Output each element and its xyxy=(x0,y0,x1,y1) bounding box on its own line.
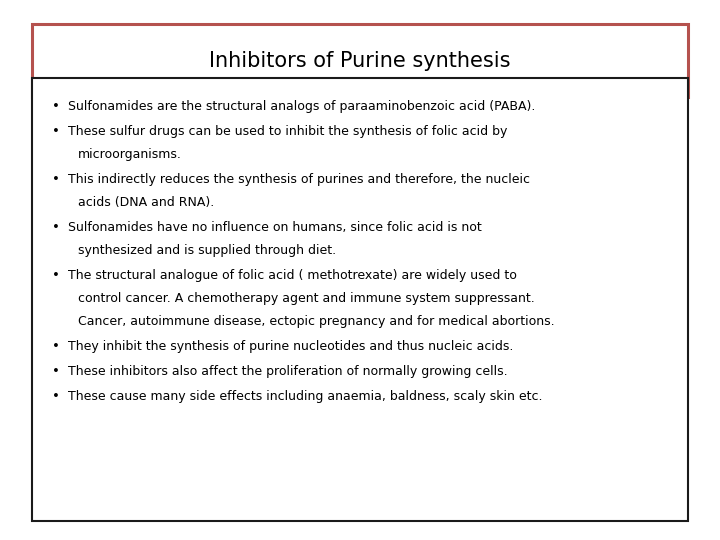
Text: •: • xyxy=(52,269,60,282)
FancyBboxPatch shape xyxy=(32,78,688,521)
Text: These sulfur drugs can be used to inhibit the synthesis of folic acid by: These sulfur drugs can be used to inhibi… xyxy=(68,125,508,138)
Text: They inhibit the synthesis of purine nucleotides and thus nucleic acids.: They inhibit the synthesis of purine nuc… xyxy=(68,340,514,353)
Text: These inhibitors also affect the proliferation of normally growing cells.: These inhibitors also affect the prolife… xyxy=(68,365,508,378)
Text: Cancer, autoimmune disease, ectopic pregnancy and for medical abortions.: Cancer, autoimmune disease, ectopic preg… xyxy=(78,315,554,328)
Text: •: • xyxy=(52,100,60,113)
Text: These cause many side effects including anaemia, baldness, scaly skin etc.: These cause many side effects including … xyxy=(68,390,543,403)
Text: •: • xyxy=(52,173,60,186)
Text: •: • xyxy=(52,221,60,234)
Text: •: • xyxy=(52,390,60,403)
Text: •: • xyxy=(52,365,60,378)
Text: •: • xyxy=(52,340,60,353)
FancyBboxPatch shape xyxy=(32,24,688,97)
Text: microorganisms.: microorganisms. xyxy=(78,148,181,161)
Text: Sulfonamides are the structural analogs of paraaminobenzoic acid (PABA).: Sulfonamides are the structural analogs … xyxy=(68,100,536,113)
Text: Inhibitors of Purine synthesis: Inhibitors of Purine synthesis xyxy=(210,51,510,71)
Text: synthesized and is supplied through diet.: synthesized and is supplied through diet… xyxy=(78,244,336,257)
Text: •: • xyxy=(52,125,60,138)
Text: acids (DNA and RNA).: acids (DNA and RNA). xyxy=(78,196,214,209)
Text: This indirectly reduces the synthesis of purines and therefore, the nucleic: This indirectly reduces the synthesis of… xyxy=(68,173,531,186)
Text: The structural analogue of folic acid ( methotrexate) are widely used to: The structural analogue of folic acid ( … xyxy=(68,269,517,282)
Text: control cancer. A chemotherapy agent and immune system suppressant.: control cancer. A chemotherapy agent and… xyxy=(78,292,534,305)
Text: Sulfonamides have no influence on humans, since folic acid is not: Sulfonamides have no influence on humans… xyxy=(68,221,482,234)
